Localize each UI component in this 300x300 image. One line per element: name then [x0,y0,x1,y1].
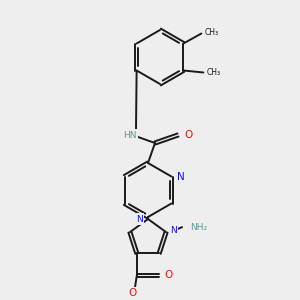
Text: N: N [136,214,143,224]
Text: N: N [170,226,177,235]
Text: N: N [177,172,185,182]
Text: CH₃: CH₃ [204,28,218,37]
Text: O: O [165,270,173,280]
Text: O: O [184,130,192,140]
Text: CH₃: CH₃ [206,68,220,77]
Text: NH₂: NH₂ [190,223,207,232]
Text: HN: HN [123,130,137,140]
Text: O: O [129,288,137,298]
